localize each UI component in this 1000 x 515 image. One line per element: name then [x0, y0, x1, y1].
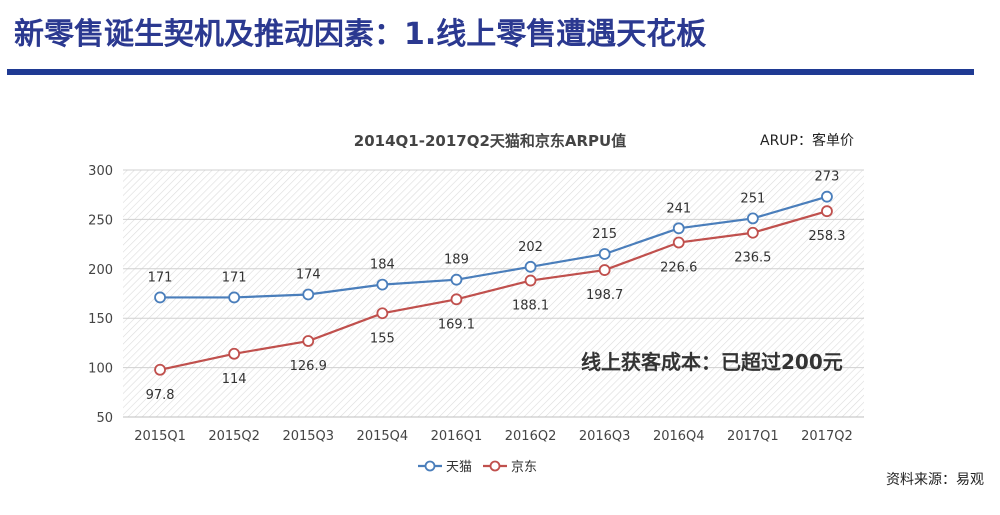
data-point — [598, 248, 611, 260]
data-point — [302, 288, 315, 301]
data-label: 171 — [222, 270, 247, 285]
data-label: 226.6 — [660, 261, 697, 276]
data-point — [672, 222, 685, 235]
data-point — [154, 291, 166, 304]
y-axis: 50 100 150 200 250 300 — [88, 164, 113, 426]
data-point — [154, 363, 166, 376]
data-point — [672, 236, 685, 249]
data-label: 114 — [222, 372, 247, 387]
x-tick-label: 2016Q2 — [505, 429, 557, 444]
slide-title: 新零售诞生契机及推动因素：1.线上零售遭遇天花板 — [14, 17, 707, 52]
y-tick-label: 300 — [88, 164, 113, 179]
unit-note: ARUP：客单价 — [760, 133, 854, 149]
legend-marker — [424, 460, 436, 472]
data-label: 174 — [296, 267, 321, 282]
data-labels: 171 171 174 184 189 202 215 241 251 273 97.8 114 126… — [146, 170, 846, 403]
legend: 天猫 京东 — [418, 460, 537, 475]
y-tick-label: 200 — [88, 263, 113, 278]
data-point — [450, 273, 463, 286]
callout-text: 线上获客成本：已超过200元 — [581, 350, 843, 374]
data-point — [228, 291, 241, 304]
y-tick-label: 150 — [88, 312, 113, 327]
data-label: 198.7 — [586, 288, 623, 303]
data-label: 126.9 — [290, 359, 327, 374]
x-axis: 2015Q1 2015Q2 2015Q3 2015Q4 2016Q1 2016Q2 2016… — [123, 416, 864, 444]
x-tick-label: 2016Q1 — [431, 429, 483, 444]
legend-label: 京东 — [511, 460, 537, 475]
data-point — [598, 264, 611, 276]
data-point — [746, 226, 759, 239]
data-label: 258.3 — [808, 229, 845, 244]
data-label: 169.1 — [438, 317, 475, 332]
data-point — [376, 278, 389, 291]
y-tick-label: 50 — [96, 411, 113, 426]
chart-title: 2014Q1-2017Q2天猫和京东ARPU值 — [353, 132, 627, 150]
data-label: 241 — [666, 201, 691, 216]
data-point — [821, 190, 833, 203]
data-label: 189 — [444, 253, 469, 268]
series-line-1 — [159, 210, 828, 371]
data-point — [746, 212, 759, 225]
x-tick-label: 2017Q2 — [801, 429, 853, 444]
series-line-0 — [160, 195, 828, 299]
data-point — [228, 347, 241, 360]
data-point — [821, 205, 833, 218]
x-tick-label: 2016Q3 — [579, 429, 631, 444]
y-tick-label: 100 — [88, 362, 113, 377]
data-point — [450, 293, 463, 306]
source-note: 资料来源：易观 — [886, 472, 984, 488]
data-label: 236.5 — [734, 251, 771, 266]
data-label: 215 — [592, 227, 617, 242]
plot-area — [123, 170, 864, 417]
x-tick-label: 2015Q4 — [357, 429, 409, 444]
data-point — [302, 335, 315, 347]
data-label: 273 — [815, 170, 840, 185]
data-point — [524, 260, 537, 273]
data-label: 171 — [148, 270, 173, 285]
data-point — [524, 274, 537, 287]
data-label: 97.8 — [146, 388, 175, 403]
data-label: 184 — [370, 258, 395, 273]
data-label: 188.1 — [512, 299, 549, 314]
x-tick-label: 2015Q3 — [282, 429, 334, 444]
x-tick-label: 2015Q1 — [134, 429, 186, 444]
legend-label: 天猫 — [446, 460, 472, 475]
data-point — [376, 307, 389, 320]
data-label: 202 — [518, 240, 543, 255]
series-lines — [154, 190, 833, 376]
title-divider — [7, 69, 974, 75]
y-tick-label: 250 — [88, 213, 113, 228]
legend-marker — [489, 460, 501, 472]
data-label: 155 — [370, 331, 395, 346]
x-tick-label: 2016Q4 — [653, 429, 705, 444]
x-tick-label: 2017Q1 — [727, 429, 779, 444]
x-tick-label: 2015Q2 — [208, 429, 260, 444]
data-label: 251 — [740, 191, 765, 206]
